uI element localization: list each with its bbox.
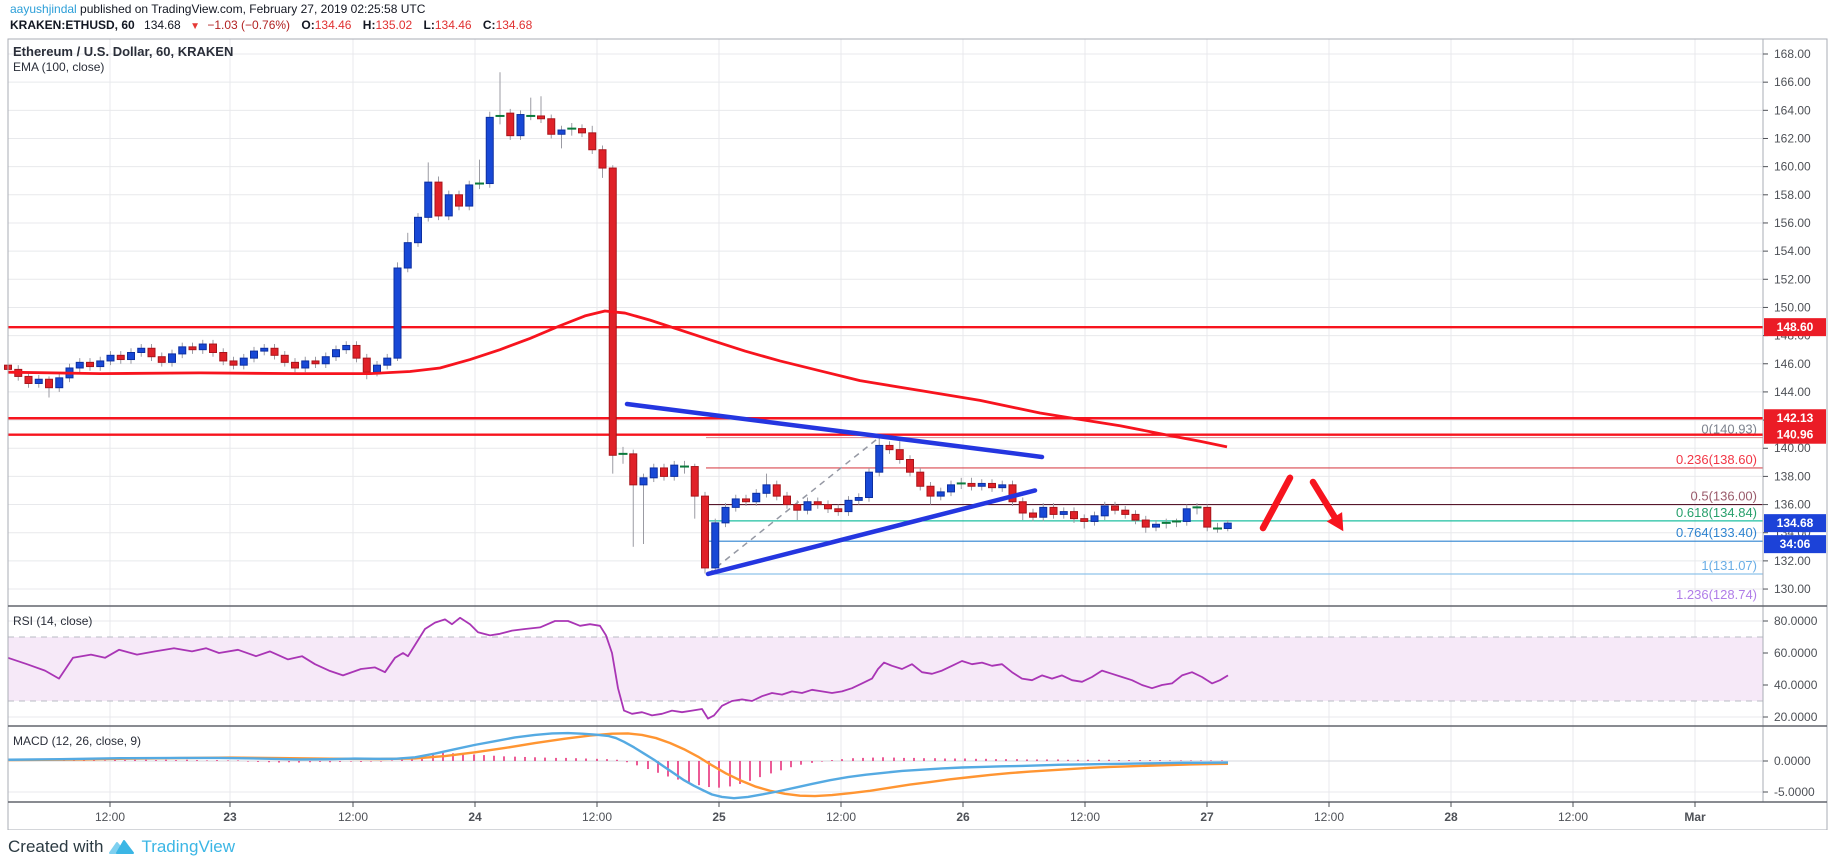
svg-text:25: 25 (712, 810, 726, 824)
svg-text:164.00: 164.00 (1774, 103, 1811, 117)
chart-title: Ethereum / U.S. Dollar, 60, KRAKEN (13, 44, 234, 59)
last-price: 134.68 (144, 18, 181, 32)
publish-line: aayushjindal published on TradingView.co… (10, 2, 425, 16)
svg-text:138.00: 138.00 (1774, 469, 1811, 483)
svg-text:158.00: 158.00 (1774, 188, 1811, 202)
svg-text:34:06: 34:06 (1780, 537, 1811, 551)
macd-lines (7, 731, 1229, 800)
svg-text:23: 23 (223, 810, 237, 824)
svg-text:0.0000: 0.0000 (1774, 754, 1811, 768)
svg-text:12:00: 12:00 (1314, 810, 1344, 824)
svg-text:1.236(128.74): 1.236(128.74) (1676, 587, 1757, 602)
svg-text:24: 24 (468, 810, 482, 824)
resistance-lines (8, 325, 1763, 436)
level-badge (1764, 425, 1826, 444)
quote-line: KRAKEN:ETHUSD, 60 134.68 ▼ −1.03 (−0.76%… (10, 18, 532, 32)
svg-text:162.00: 162.00 (1774, 131, 1811, 145)
svg-text:12:00: 12:00 (95, 810, 125, 824)
candlestick-series (4, 72, 1232, 574)
created-with-text: Created with (8, 837, 104, 856)
svg-text:132.00: 132.00 (1774, 554, 1811, 568)
change-value: −1.03 (−0.76%) (207, 18, 291, 32)
svg-text:12:00: 12:00 (1558, 810, 1588, 824)
fib-retracement: 0(140.93) 0.236(138.60) 0.5(136.00)0.618(1… (706, 422, 1763, 602)
svg-text:26: 26 (956, 810, 970, 824)
svg-text:146.00: 146.00 (1774, 357, 1811, 371)
level-badge (1764, 409, 1826, 428)
last-price-badge (1764, 514, 1826, 533)
high-value: 135.02 (375, 18, 413, 32)
open-value: 134.46 (314, 18, 352, 32)
rsi-legend: RSI (14, close) (13, 614, 93, 628)
svg-text:-5.0000: -5.0000 (1774, 785, 1815, 799)
arrowhead-icon (1326, 512, 1344, 532)
svg-text:156.00: 156.00 (1774, 216, 1811, 230)
svg-text:0.236(138.60): 0.236(138.60) (1676, 452, 1757, 467)
svg-text:20.0000: 20.0000 (1774, 710, 1818, 724)
svg-text:Mar: Mar (1684, 810, 1706, 824)
svg-text:60.0000: 60.0000 (1774, 646, 1818, 660)
publish-text: published on TradingView.com, February 2… (76, 2, 426, 16)
svg-text:148.60: 148.60 (1777, 320, 1814, 334)
svg-text:130.00: 130.00 (1774, 582, 1811, 596)
svg-text:160.00: 160.00 (1774, 160, 1811, 174)
ema-line (7, 309, 1228, 449)
tradingview-logo-icon (109, 840, 135, 854)
macd-legend: MACD (12, 26, close, 9) (13, 734, 142, 748)
svg-text:0.618(134.84): 0.618(134.84) (1676, 505, 1757, 520)
svg-text:140.00: 140.00 (1774, 441, 1811, 455)
bar-countdown-badge (1764, 535, 1826, 554)
svg-text:0.764(133.40): 0.764(133.40) (1676, 525, 1757, 540)
rsi-band (8, 636, 1763, 702)
projection-arrows (1259, 474, 1344, 532)
close-value: 134.68 (495, 18, 533, 32)
svg-text:40.0000: 40.0000 (1774, 678, 1818, 692)
symbol-interval: KRAKEN:ETHUSD, 60 (10, 18, 135, 32)
svg-text:0.5(136.00): 0.5(136.00) (1691, 489, 1758, 504)
svg-text:12:00: 12:00 (338, 810, 368, 824)
svg-text:166.00: 166.00 (1774, 75, 1811, 89)
tradingview-brand-text[interactable]: TradingView (141, 837, 235, 856)
svg-text:140.96: 140.96 (1777, 428, 1814, 442)
svg-text:142.13: 142.13 (1777, 411, 1814, 425)
descending-trendline (624, 401, 1045, 460)
level-badge (1764, 318, 1826, 337)
grid-lines (8, 39, 1763, 802)
svg-text:80.0000: 80.0000 (1774, 614, 1818, 628)
footer-branding: Created with TradingView (8, 837, 235, 857)
svg-text:154.00: 154.00 (1774, 244, 1811, 258)
svg-text:12:00: 12:00 (582, 810, 612, 824)
svg-text:136.00: 136.00 (1774, 498, 1811, 512)
svg-text:168.00: 168.00 (1774, 47, 1811, 61)
time-axis[interactable]: 12:00 23 12:00 24 12:00 25 12:00 26 12:00 27 12:00… (95, 802, 1706, 824)
low-label: L: (423, 18, 435, 32)
svg-text:12:00: 12:00 (826, 810, 856, 824)
svg-text:0(140.93): 0(140.93) (1701, 422, 1757, 437)
svg-text:1(131.07): 1(131.07) (1701, 558, 1757, 573)
price-chart-svg[interactable]: 0(140.93) 0.236(138.60) 0.5(136.00)0.618(1… (0, 35, 1828, 830)
svg-text:150.00: 150.00 (1774, 300, 1811, 314)
svg-text:134.68: 134.68 (1777, 516, 1814, 530)
svg-text:12:00: 12:00 (1070, 810, 1100, 824)
ema-legend: EMA (100, close) (13, 60, 105, 74)
svg-text:28: 28 (1444, 810, 1458, 824)
rsi-line (7, 616, 1229, 720)
username-link[interactable]: aayushjindal (10, 2, 77, 16)
down-triangle-icon: ▼ (190, 21, 200, 32)
svg-text:27: 27 (1200, 810, 1214, 824)
trendlines (624, 401, 1045, 577)
svg-text:152.00: 152.00 (1774, 272, 1811, 286)
low-value: 134.46 (434, 18, 472, 32)
ascending-trendline (705, 488, 1038, 577)
price-badges: 148.60 142.13 140.96 134.68 34:06 (1764, 318, 1826, 554)
close-label: C: (482, 18, 496, 32)
panel-frame (7, 38, 1828, 830)
macd-histogram (63, 752, 1223, 788)
open-label: O: (301, 18, 315, 32)
svg-text:144.00: 144.00 (1774, 385, 1811, 399)
high-label: H: (362, 18, 376, 32)
